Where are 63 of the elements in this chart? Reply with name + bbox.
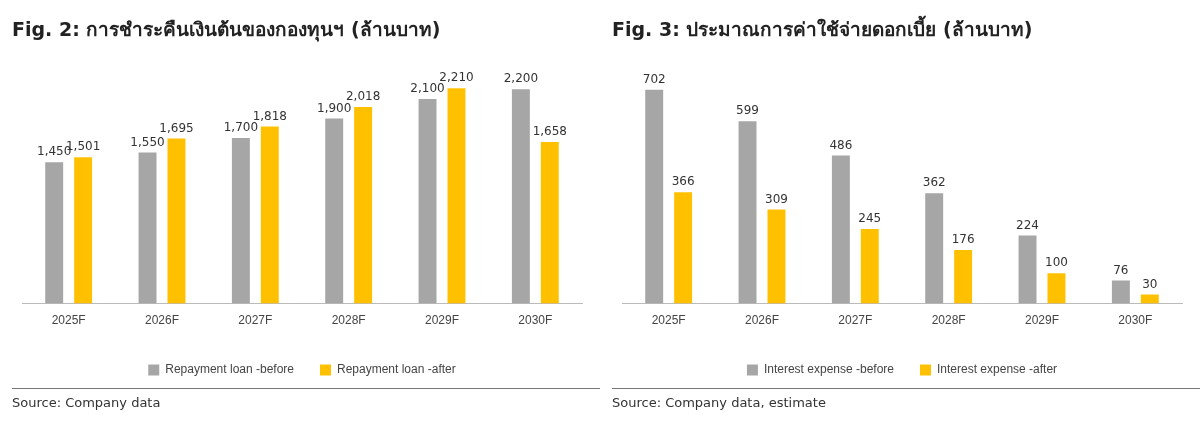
data-label: 2,200 (503, 71, 539, 86)
data-label: 366 (671, 174, 695, 189)
bar (354, 106, 373, 304)
bar (954, 250, 973, 304)
data-label: 702 (642, 71, 666, 86)
x-tick-label: 2026F (144, 313, 180, 328)
data-label: 1,695 (159, 120, 194, 135)
bar (674, 192, 693, 304)
x-tick-label: 2025F (51, 313, 86, 328)
x-tick-label: 2026F (744, 313, 780, 328)
bar (1111, 280, 1130, 304)
chart-title: Fig. 2: การชำระคืนเงินต้นของกองทุนฯ (ล้านบาท) (12, 17, 442, 44)
source-note: Source: Company data (12, 388, 600, 410)
bar (45, 162, 64, 304)
legend-label: Repayment loan -before (165, 362, 295, 377)
bar (738, 121, 757, 304)
x-tick-label: 2025F (651, 313, 686, 328)
bar (767, 209, 786, 304)
bar (831, 155, 850, 304)
x-tick-label: 2028F (331, 313, 366, 328)
data-label: 245 (858, 211, 882, 226)
bar (74, 157, 93, 304)
data-label: 1,658 (532, 124, 567, 139)
data-label: 2,100 (410, 81, 445, 96)
bar (511, 89, 530, 304)
x-tick-label: 2030F (1118, 313, 1153, 328)
x-tick-label: 2027F (238, 313, 273, 328)
data-label: 1,550 (130, 134, 165, 149)
source-note: Source: Company data, estimate (612, 388, 1200, 410)
x-tick-label: 2030F (518, 313, 553, 328)
legend-label: Interest expense -before (763, 362, 895, 377)
bar (447, 88, 466, 304)
bar (925, 193, 944, 304)
data-label: 362 (922, 175, 946, 190)
data-label: 486 (829, 137, 853, 152)
bar (645, 89, 664, 304)
x-tick-label: 2029F (424, 313, 460, 328)
data-label: 309 (765, 191, 788, 206)
x-tick-label: 2028F (931, 313, 966, 328)
bar (138, 152, 157, 304)
bar (167, 138, 186, 304)
bar (231, 137, 250, 304)
legend-label: Repayment loan -after (337, 362, 456, 377)
chart-title: Fig. 3: ประมาณการค่าใช้จ่ายดอกเบี้ย (ล้านบาท) (612, 14, 1034, 42)
data-label: 176 (951, 232, 975, 247)
data-label: 224 (1016, 217, 1039, 232)
legend-label: Interest expense -after (937, 362, 1058, 377)
data-label: 1,818 (252, 108, 287, 123)
bar (418, 98, 437, 304)
data-label: 76 (1113, 262, 1129, 277)
bar (260, 126, 279, 304)
x-tick-label: 2027F (838, 313, 873, 328)
bar (860, 229, 879, 304)
data-label: 100 (1045, 255, 1068, 270)
x-tick-label: 2029F (1024, 313, 1060, 328)
data-label: 1,700 (223, 120, 259, 135)
data-label: 599 (736, 103, 759, 118)
bar (1018, 235, 1037, 304)
bar (540, 142, 559, 304)
bar (325, 118, 344, 304)
bar (1047, 273, 1066, 304)
data-label: 30 (1142, 276, 1158, 291)
bar (1140, 294, 1159, 304)
